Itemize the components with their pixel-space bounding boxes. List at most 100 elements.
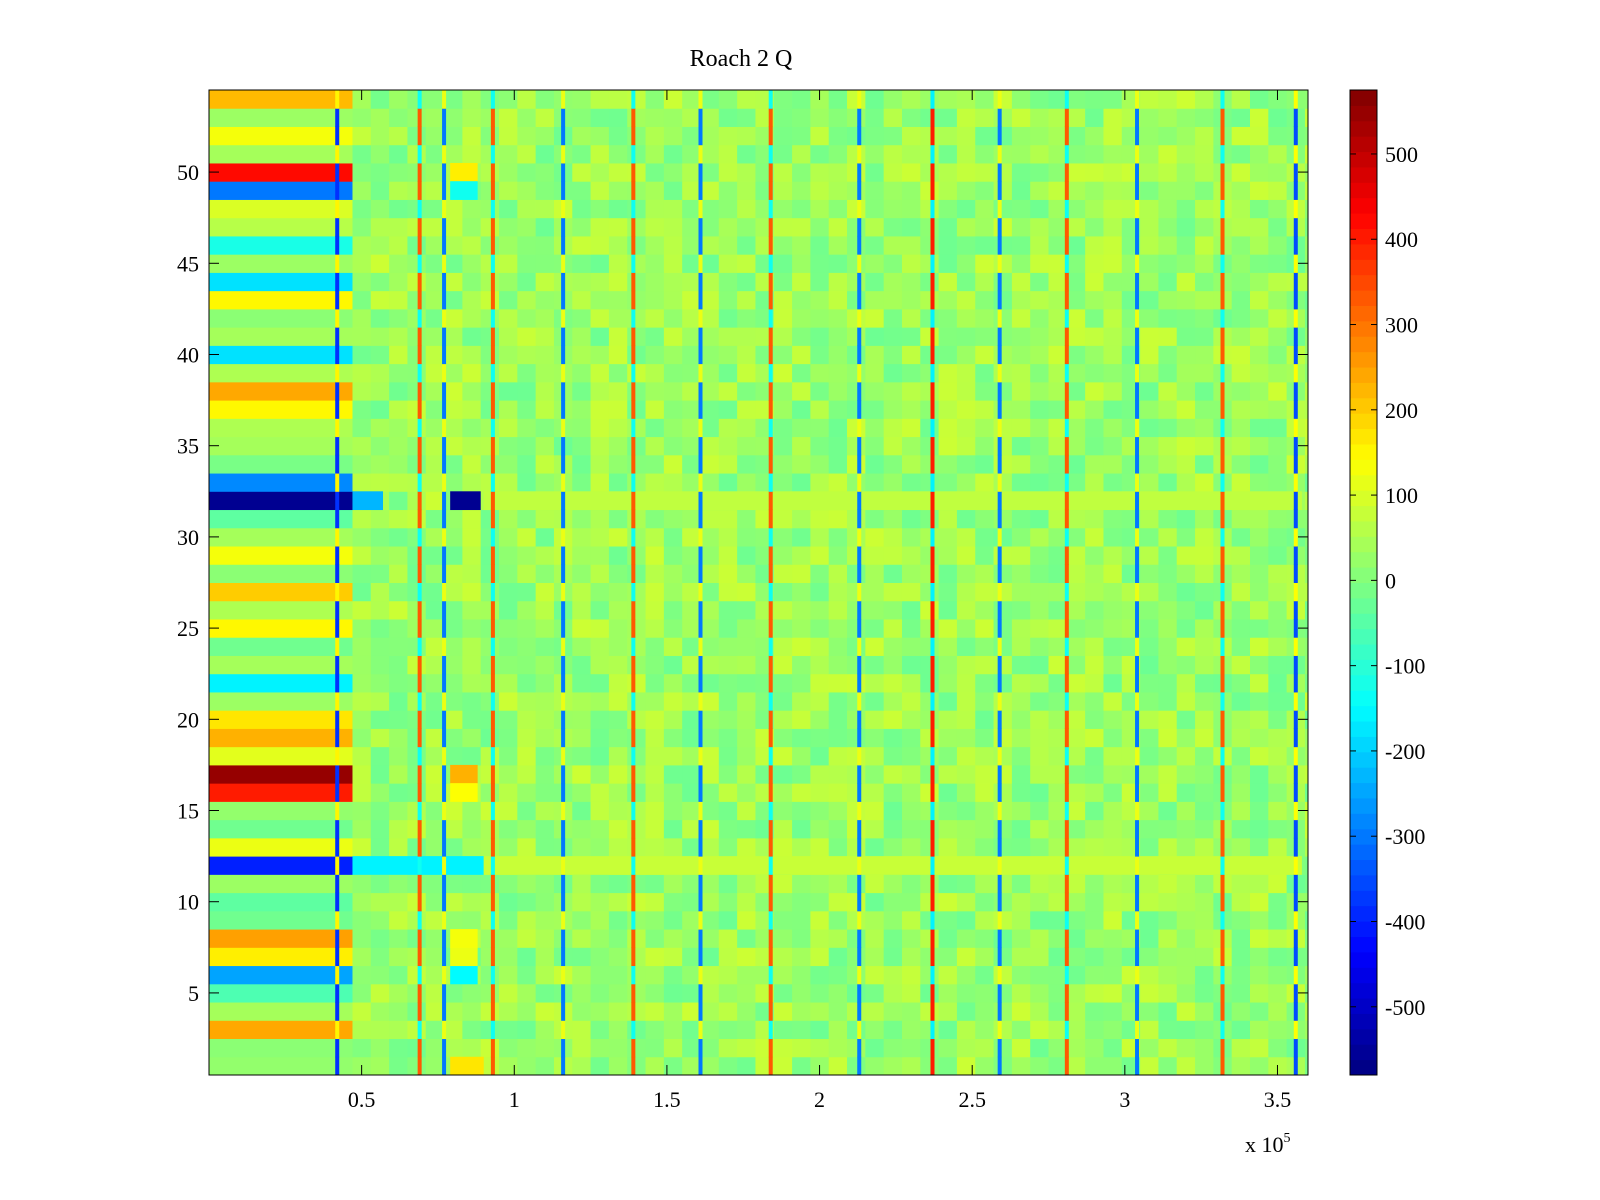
heatmap-spike [1220, 819, 1225, 839]
heatmap-cell [1103, 910, 1123, 930]
heatmap-cell [718, 217, 738, 237]
heatmap-cell [865, 637, 885, 656]
heatmap-cell [627, 1056, 647, 1076]
heatmap-row-48-initial [209, 199, 353, 219]
heatmap-cell [956, 910, 976, 930]
heatmap-spike [631, 381, 636, 401]
heatmap-cell [1304, 235, 1309, 255]
heatmap-cell [352, 746, 372, 766]
heatmap-cell [462, 144, 482, 164]
heatmap-spike [857, 381, 862, 401]
heatmap-cell [1011, 637, 1031, 656]
heatmap-spike [335, 929, 340, 948]
heatmap-spike [631, 600, 636, 620]
heatmap-cell [352, 728, 372, 748]
heatmap-cell [462, 381, 482, 401]
heatmap-cell [682, 637, 701, 656]
heatmap-cell [1048, 546, 1068, 565]
heatmap-spike [768, 764, 773, 784]
heatmap-cell [883, 691, 903, 711]
heatmap-cell [810, 637, 830, 656]
heatmap-cell [1066, 381, 1086, 401]
heatmap-spike [1293, 892, 1298, 912]
heatmap-cell [389, 892, 408, 912]
heatmap-cell [956, 509, 976, 529]
heatmap-cell [993, 655, 1013, 675]
heatmap-cell [627, 90, 647, 109]
heatmap-cell [370, 454, 390, 474]
heatmap-cell [1268, 910, 1288, 930]
heatmap-spike [1064, 983, 1069, 1003]
y-tick-label: 5 [188, 981, 199, 1006]
heatmap-cell [718, 272, 738, 292]
heatmap-spike [768, 400, 773, 419]
heatmap-cell [480, 947, 500, 967]
heatmap-cell [737, 764, 756, 784]
heatmap-cell [938, 363, 958, 383]
heatmap-cell [389, 473, 408, 492]
heatmap-cell [1048, 90, 1068, 109]
heatmap-spike [1220, 892, 1225, 912]
heatmap-cell [608, 947, 628, 967]
heatmap-cell [1048, 637, 1068, 656]
heatmap-cell [1085, 801, 1104, 821]
heatmap-cell [590, 272, 610, 292]
heatmap-cell [663, 618, 683, 638]
heatmap-spike [930, 363, 935, 383]
heatmap-cell [499, 728, 518, 748]
heatmap-cell [737, 290, 756, 310]
heatmap-cell [1048, 254, 1068, 273]
heatmap-spike [490, 217, 495, 237]
heatmap-cell [1231, 819, 1251, 839]
heatmap-cell [499, 126, 518, 146]
heatmap-cell [1066, 108, 1086, 127]
heatmap-cell [792, 673, 811, 693]
heatmap-cell [1231, 473, 1251, 492]
heatmap-cell [865, 436, 885, 456]
heatmap-spike [442, 1038, 447, 1058]
heatmap-spike [417, 345, 422, 365]
heatmap-cell [645, 618, 665, 638]
heatmap-cell [1195, 290, 1214, 310]
heatmap-cell [810, 1002, 830, 1021]
colorbar-band [1350, 782, 1377, 799]
colorbar-band [1350, 490, 1377, 507]
heatmap-cell [590, 947, 610, 967]
heatmap-cell [1085, 582, 1104, 602]
heatmap-spike [1135, 655, 1140, 675]
heatmap-cell [1103, 199, 1123, 219]
heatmap-cell [389, 546, 408, 565]
heatmap-spike [997, 1056, 1002, 1076]
heatmap-cell [847, 819, 866, 839]
heatmap-cell [1066, 655, 1086, 675]
heatmap-spike [490, 327, 495, 346]
heatmap-cell [810, 546, 830, 565]
heatmap-cell [883, 874, 903, 894]
heatmap-spike [490, 1020, 495, 1040]
heatmap-cell [773, 454, 793, 474]
heatmap-cell [462, 327, 482, 346]
heatmap-cell [993, 217, 1013, 237]
x-tick-label: 3.5 [1264, 1087, 1292, 1112]
heatmap-cell [444, 436, 463, 456]
heatmap-cell [1231, 1020, 1251, 1040]
heatmap-cell [1249, 527, 1269, 547]
heatmap-spike [768, 381, 773, 401]
heatmap-spike [442, 1056, 447, 1076]
heatmap-spike [857, 199, 862, 219]
heatmap-cell [480, 254, 500, 273]
heatmap-cell [883, 345, 903, 365]
heatmap-cell [920, 1056, 940, 1076]
heatmap-spike [1135, 746, 1140, 766]
heatmap-cell [901, 90, 921, 109]
heatmap-cell [389, 381, 408, 401]
heatmap-cell [1158, 144, 1178, 164]
heatmap-cell [645, 965, 665, 985]
colorbar-band [1350, 90, 1377, 106]
heatmap-cell [535, 400, 555, 419]
heatmap-cell [828, 819, 848, 839]
heatmap-cell [682, 108, 701, 127]
heatmap-cell [920, 801, 940, 821]
heatmap-cell [389, 199, 408, 219]
heatmap-cell [645, 874, 665, 894]
